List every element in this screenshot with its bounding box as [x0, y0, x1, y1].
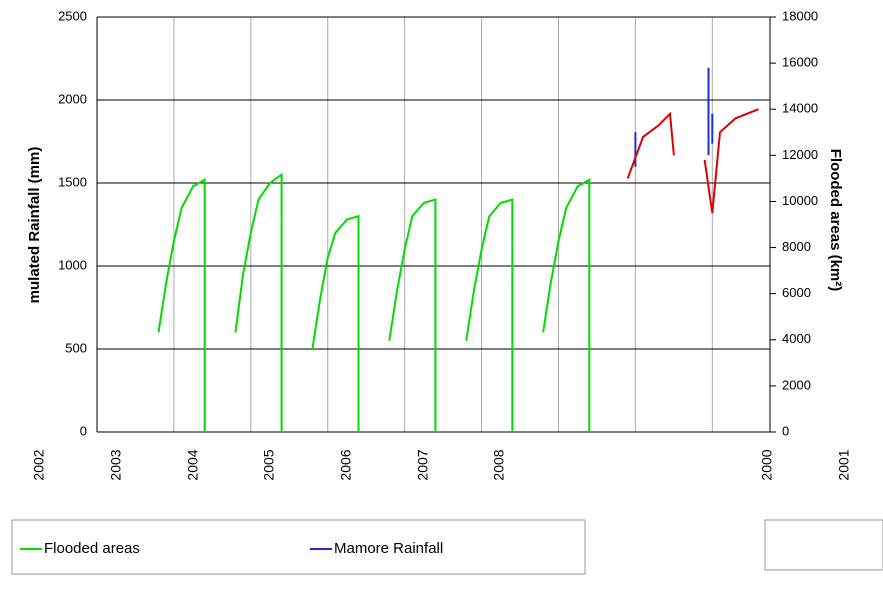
- y-tick-label: 2000: [58, 91, 87, 106]
- y2-tick-label: 6000: [782, 285, 811, 300]
- x-tick-label: 2000: [759, 449, 775, 480]
- y2-tick-label: 8000: [782, 239, 811, 254]
- y2-axis-title: Flooded areas (km²): [827, 149, 844, 292]
- x-tick-label: 2008: [491, 449, 507, 480]
- y-tick-label: 0: [80, 423, 87, 438]
- y2-tick-label: 2000: [782, 377, 811, 392]
- y2-tick-label: 16000: [782, 55, 818, 70]
- x-tick-label: 2004: [185, 449, 201, 480]
- y2-tick-label: 0: [782, 423, 789, 438]
- legend-label: Mamore Rainfall: [334, 540, 443, 557]
- x-tick-label: 2005: [261, 449, 277, 480]
- y2-tick-label: 12000: [782, 147, 818, 162]
- legend-label: Flooded areas: [44, 540, 140, 557]
- x-tick-label: 2003: [108, 449, 124, 480]
- y-tick-label: 1000: [58, 257, 87, 272]
- y-tick-label: 2500: [58, 8, 87, 23]
- y-tick-label: 500: [65, 340, 87, 355]
- series-line: [628, 109, 759, 213]
- legend-box-fragment: [765, 520, 883, 570]
- x-tick-label: 2006: [338, 449, 354, 480]
- x-tick-label: 2007: [415, 449, 431, 480]
- y2-tick-label: 10000: [782, 193, 818, 208]
- x-tick-label: 2001: [836, 449, 852, 480]
- y2-tick-label: 14000: [782, 101, 818, 116]
- y-axis-title: mulated Rainfall (mm): [26, 147, 43, 304]
- y-tick-label: 1500: [58, 174, 87, 189]
- y2-tick-label: 18000: [782, 8, 818, 23]
- y2-tick-label: 4000: [782, 331, 811, 346]
- x-tick-label: 2002: [31, 449, 47, 480]
- chart: mulated Rainfall (mm) Flooded areas (km²…: [0, 0, 883, 597]
- series-line: [159, 175, 590, 432]
